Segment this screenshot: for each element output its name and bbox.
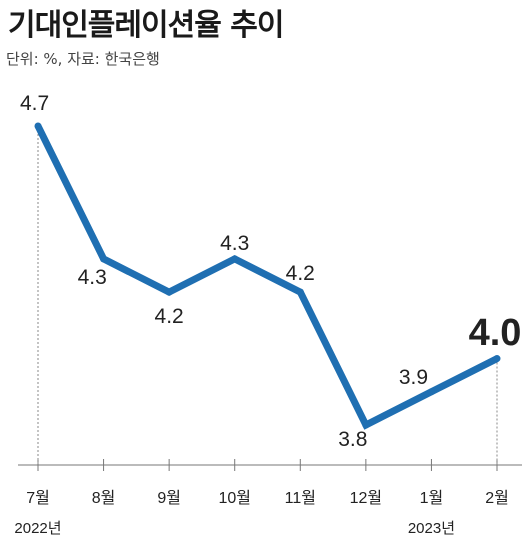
data-point-0 — [34, 122, 42, 130]
data-label-1: 4.3 — [78, 266, 107, 289]
chart-title: 기대인플레이션율 추이 — [8, 8, 284, 43]
guide-lines — [37, 130, 498, 465]
year-label-1: 2023년 — [408, 520, 455, 537]
chart-subtitle: 단위: %, 자료: 한국은행 — [6, 50, 160, 68]
data-point-1 — [100, 255, 108, 263]
data-point-7 — [493, 355, 501, 363]
x-label-0: 7월 — [26, 489, 50, 507]
x-label-4: 11월 — [285, 489, 316, 507]
year-labels: 2022년 2023년 — [14, 520, 455, 537]
data-label-0: 4.7 — [20, 92, 49, 115]
data-label-5: 3.8 — [338, 428, 367, 451]
data-points — [34, 122, 501, 429]
data-labels: 4.7 4.3 4.2 4.3 4.2 3.8 3.9 4.0 — [20, 92, 521, 451]
data-point-5 — [362, 421, 370, 429]
x-label-2: 9월 — [157, 489, 181, 507]
x-axis-ticks — [37, 459, 498, 471]
year-label-0: 2022년 — [14, 520, 61, 537]
x-axis-labels: 7월 8월 9월 10월 11월 12월 1월 2월 — [26, 489, 509, 507]
data-label-6: 3.9 — [399, 366, 428, 389]
data-point-2 — [165, 288, 173, 296]
data-label-3: 4.3 — [220, 232, 249, 255]
x-label-5: 12월 — [350, 489, 383, 507]
data-label-7: 4.0 — [469, 312, 522, 354]
data-label-2: 4.2 — [155, 305, 184, 328]
x-label-3: 10월 — [218, 489, 251, 507]
data-point-4 — [296, 288, 304, 296]
x-label-6: 1월 — [420, 489, 444, 507]
x-label-1: 8월 — [92, 489, 116, 507]
x-label-7: 2월 — [485, 489, 509, 507]
data-point-3 — [231, 255, 239, 263]
data-label-4: 4.2 — [286, 262, 315, 285]
data-point-6 — [427, 388, 435, 396]
series-line — [34, 124, 499, 430]
